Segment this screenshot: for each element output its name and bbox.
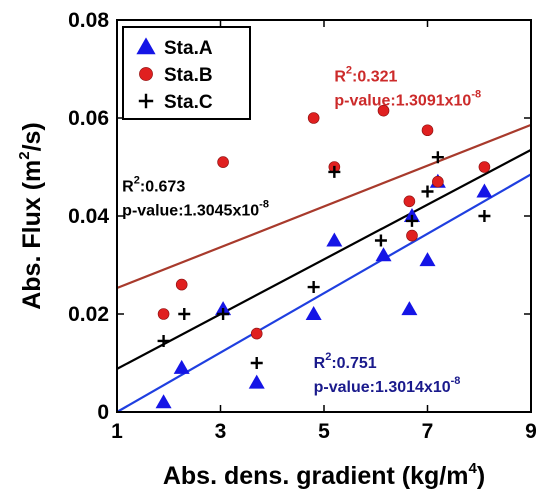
point-sta-a	[476, 183, 493, 198]
point-sta-b	[478, 161, 491, 173]
point-sta-b	[377, 104, 390, 117]
point-sta-a	[173, 359, 190, 374]
point-sta-a	[305, 306, 322, 320]
point-sta-b	[432, 175, 444, 188]
y-tick-label: 0.06	[68, 107, 109, 130]
point-sta-c	[405, 214, 418, 227]
x-tick-label: 3	[215, 420, 227, 443]
data-points	[155, 104, 493, 409]
fit-line-sta-c	[116, 148, 532, 370]
point-sta-c	[328, 165, 341, 178]
y-tick-label: 0	[97, 401, 109, 424]
point-sta-c	[478, 210, 491, 222]
point-sta-b	[217, 156, 229, 168]
legend-label: Sta.C	[164, 92, 213, 113]
legend: Sta.A Sta.B Sta.C	[122, 26, 251, 120]
point-sta-c	[374, 234, 387, 247]
r-squared-label: R2:0.673	[122, 175, 185, 196]
legend-marker	[139, 67, 153, 81]
point-sta-a	[248, 374, 265, 389]
r-squared-label: R2:0.751	[314, 351, 377, 372]
y-tick-label: 0.04	[68, 205, 109, 228]
point-sta-b	[307, 112, 320, 124]
legend-label: Sta.B	[164, 65, 213, 86]
x-tick-label: 5	[318, 420, 330, 443]
point-sta-b	[175, 278, 188, 291]
point-sta-c	[421, 185, 434, 198]
point-sta-b	[406, 229, 418, 242]
r-squared-label: R2:0.321	[334, 64, 397, 85]
x-tick-label: 7	[422, 420, 434, 443]
point-sta-a	[326, 232, 343, 247]
x-axis-title: Abs. dens. gradient (kg/m4)	[163, 460, 485, 490]
fit-annotations: R2:0.751 p-value:1.3014x10-8 R2:0.321 p-val…	[122, 64, 481, 396]
point-sta-c	[307, 281, 320, 294]
point-sta-a	[419, 252, 436, 267]
point-sta-a	[401, 301, 418, 316]
point-sta-b	[403, 195, 416, 208]
point-sta-c	[157, 334, 170, 347]
axis-ticks: 1 3 5 7 9 0 0.02 0.04 0.06 0.08	[68, 9, 537, 443]
point-sta-c	[178, 308, 191, 320]
y-tick-label: 0.08	[68, 9, 109, 32]
point-sta-b	[250, 327, 263, 340]
point-sta-b	[421, 124, 434, 137]
x-tick-label: 1	[111, 420, 123, 443]
p-value-label: p-value:1.3014x10-8	[314, 375, 461, 396]
fit-line-sta-b	[116, 123, 532, 290]
y-axis-title: Abs. Flux (m2/s)	[16, 122, 46, 310]
point-sta-c	[217, 308, 230, 320]
point-sta-c	[250, 357, 263, 369]
p-value-label: p-value:1.3091x10-8	[334, 88, 481, 109]
legend-marker	[138, 93, 154, 109]
point-sta-b	[157, 308, 170, 320]
x-tick-label: 9	[525, 420, 537, 443]
point-sta-a	[375, 247, 392, 262]
point-sta-c	[431, 151, 444, 164]
point-sta-a	[155, 394, 172, 409]
p-value-label: p-value:1.3045x10-8	[122, 199, 269, 220]
legend-marker	[136, 37, 156, 55]
legend-label: Sta.A	[164, 38, 213, 59]
y-tick-label: 0.02	[68, 303, 109, 326]
